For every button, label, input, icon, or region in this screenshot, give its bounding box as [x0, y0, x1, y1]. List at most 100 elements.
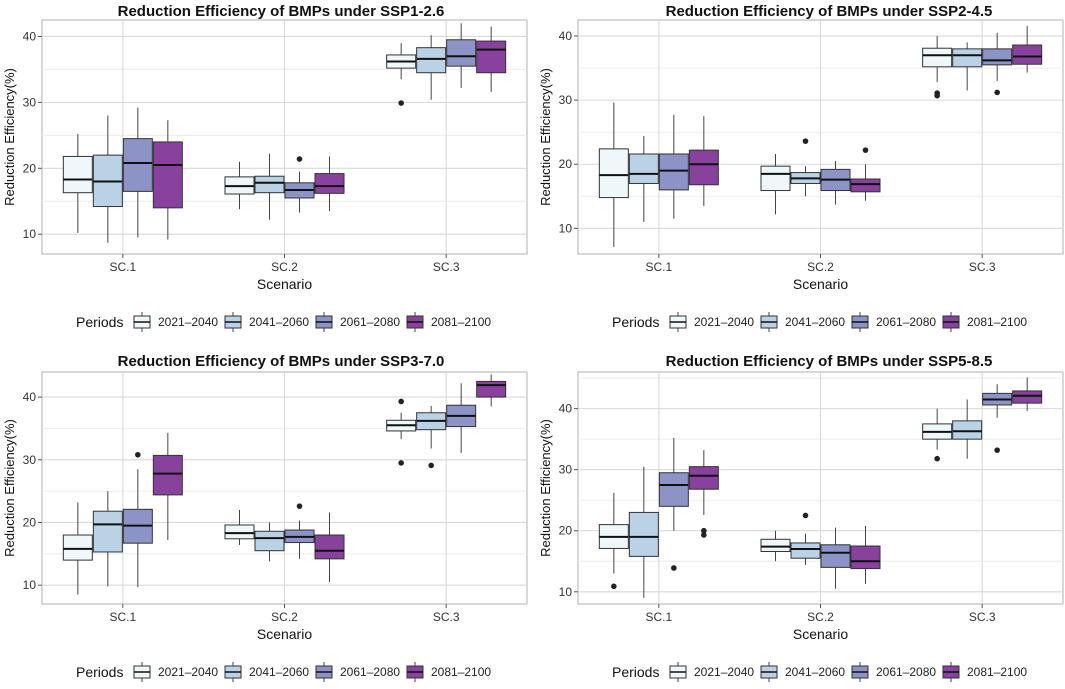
y-axis-label: Reduction Efficiency(%) [538, 419, 553, 557]
y-tick-label: 10 [23, 578, 37, 592]
x-tick-label: SC.1 [109, 610, 136, 624]
y-tick-label: 30 [559, 93, 573, 107]
legend-item: 2021–2040 [669, 312, 754, 332]
outlier-point [611, 583, 617, 590]
box-iqr [688, 149, 719, 186]
box-SC.3-2081–2100 [476, 374, 507, 407]
x-axis-label: Scenario [257, 626, 312, 642]
box-iqr [922, 47, 953, 68]
box-SC.3-2061–2080 [446, 383, 477, 453]
box-iqr [152, 454, 183, 496]
box-SC.2-2021–2040 [224, 509, 255, 546]
outlier-point [398, 398, 404, 405]
box-SC.2-2021–2040 [760, 530, 791, 562]
box-iqr [446, 39, 477, 67]
legend-item: 2081–2100 [942, 312, 1027, 332]
legend: Periods 2021–2040 2041–2060 2061–2080 2081–2… [76, 662, 491, 682]
y-tick-label: 30 [23, 95, 37, 109]
y-tick-label: 40 [559, 402, 573, 416]
box-iqr [1012, 44, 1043, 65]
box-SC.2-2021–2040 [760, 153, 791, 215]
y-tick-label: 40 [559, 29, 573, 43]
legend-label: 2041–2060 [249, 665, 309, 679]
box-iqr [790, 542, 821, 559]
legend-title: Periods [612, 314, 659, 330]
box-SC.3-2061–2080 [446, 23, 477, 88]
box-iqr [314, 173, 345, 194]
box-SC.1-2021–2040 [62, 134, 93, 233]
legend: Periods 2021–2040 2041–2060 2061–2080 2081–2… [76, 312, 491, 332]
box-SC.2-2041–2060 [790, 138, 821, 197]
box-SC.1-2081–2100 [152, 120, 183, 240]
y-axis-label: Reduction Efficiency(%) [2, 419, 17, 557]
outlier-point [802, 138, 809, 144]
legend-label: 2061–2080 [876, 665, 936, 679]
legend-label: 2021–2040 [158, 315, 218, 329]
legend: Periods 2021–2040 2041–2060 2061–2080 2081–2… [612, 312, 1027, 332]
panel-3: 10 20 30 40 SC.1 SC.2 SC.3 Reduction Efficiency… [2, 353, 528, 682]
outlier-point [701, 527, 707, 534]
x-tick-label: SC.2 [271, 260, 298, 274]
chart-title: Reduction Efficiency of BMPs under SSP2-… [666, 3, 993, 20]
legend-item: 2041–2060 [224, 312, 309, 332]
legend-label: 2081–2100 [967, 315, 1027, 329]
legend-title: Periods [76, 664, 123, 680]
box-iqr [628, 153, 659, 184]
y-tick-label: 40 [23, 390, 37, 404]
y-tick-label: 10 [23, 227, 37, 241]
x-tick-label: SC.3 [433, 610, 460, 624]
box-SC.2-2081–2100 [314, 156, 345, 212]
box-SC.2-2041–2060 [254, 153, 285, 220]
legend-item: 2081–2100 [406, 662, 491, 682]
box-iqr [152, 141, 183, 209]
y-tick-label: 30 [559, 463, 573, 477]
box-SC.2-2061–2080 [284, 156, 315, 213]
box-SC.3-2041–2060 [416, 405, 447, 469]
legend-label: 2041–2060 [785, 665, 845, 679]
legend-label: 2021–2040 [158, 665, 218, 679]
legend-label: 2061–2080 [340, 315, 400, 329]
box-SC.1-2081–2100 [688, 116, 719, 206]
box-SC.2-2021–2040 [224, 161, 255, 210]
box-iqr [688, 466, 719, 490]
x-tick-label: SC.1 [109, 260, 136, 274]
legend-title: Periods [76, 314, 123, 330]
panel-2: 10 20 30 40 SC.1 SC.2 SC.3 Reduction Efficiency… [538, 3, 1064, 332]
box-SC.3-2081–2100 [476, 26, 507, 92]
legend-item: 2021–2040 [133, 662, 218, 682]
box-SC.1-2021–2040 [598, 102, 629, 247]
box-SC.1-2041–2060 [628, 466, 659, 598]
x-tick-label: SC.2 [807, 610, 834, 624]
outlier-point [934, 90, 940, 96]
box-SC.2-2061–2080 [820, 161, 851, 205]
y-tick-label: 20 [559, 524, 573, 538]
panel-1: 10 20 30 40 SC.1 SC.2 SC.3 Reduction Efficiency… [2, 3, 528, 332]
y-tick-label: 10 [559, 221, 573, 235]
box-SC.3-2021–2040 [386, 43, 417, 106]
y-tick-label: 20 [559, 157, 573, 171]
outlier-point [701, 532, 707, 538]
legend-item: 2081–2100 [406, 312, 491, 332]
y-tick-label: 10 [559, 585, 573, 599]
box-iqr [254, 175, 285, 194]
legend-label: 2021–2040 [694, 315, 754, 329]
y-tick-label: 20 [23, 161, 37, 175]
outlier-point [398, 460, 404, 466]
outlier-point [862, 147, 869, 153]
outlier-point [994, 447, 1000, 453]
box-SC.1-2021–2040 [598, 492, 629, 590]
box-iqr [122, 138, 153, 192]
box-iqr [760, 538, 791, 552]
legend-item: 2041–2060 [760, 312, 845, 332]
legend-item: 2041–2060 [760, 662, 845, 682]
x-tick-label: SC.1 [645, 260, 672, 274]
box-iqr [476, 40, 507, 74]
legend-label: 2041–2060 [249, 315, 309, 329]
outlier-point [296, 156, 303, 162]
legend-item: 2021–2040 [133, 312, 218, 332]
chart-title: Reduction Efficiency of BMPs under SSP3-… [118, 353, 445, 370]
legend-label: 2061–2080 [876, 315, 936, 329]
x-axis-label: Scenario [793, 626, 848, 642]
box-SC.3-2041–2060 [952, 42, 983, 91]
x-tick-label: SC.3 [969, 260, 996, 274]
